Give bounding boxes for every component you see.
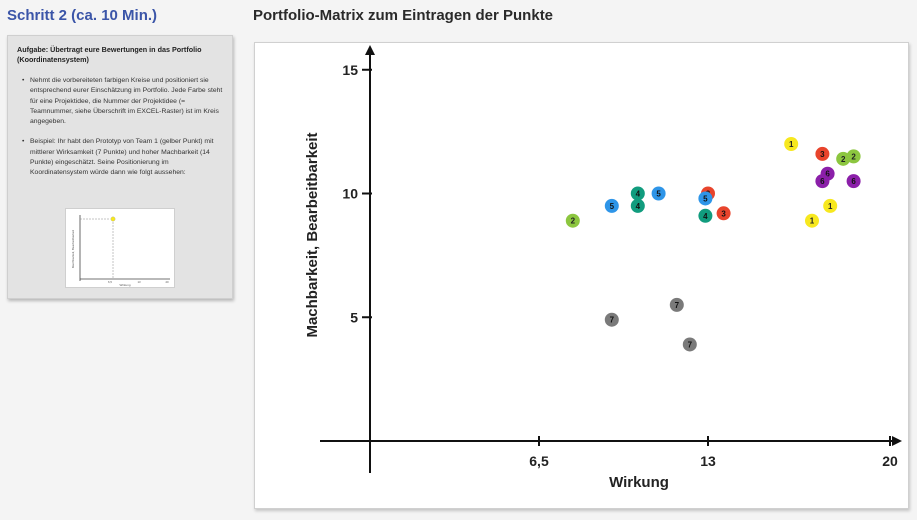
team-3-label: 3 bbox=[721, 209, 726, 218]
team-1-circle bbox=[784, 137, 799, 151]
team-6-point: 6 bbox=[815, 174, 830, 189]
team-5-point: 5 bbox=[651, 186, 666, 201]
team-2-circle bbox=[846, 149, 861, 164]
team-4-point: 4 bbox=[630, 198, 645, 213]
team-5-point: 5 bbox=[604, 198, 619, 213]
y-axis-arrow bbox=[365, 45, 375, 55]
team-4-label: 4 bbox=[636, 190, 641, 199]
page-title: Portfolio-Matrix zum Eintragen der Punkt… bbox=[253, 7, 554, 24]
team-1-label: 1 bbox=[810, 217, 815, 226]
team-7-circle bbox=[604, 312, 619, 327]
y-tick-label: 15 bbox=[342, 62, 358, 78]
team-3-point: 3 bbox=[815, 146, 830, 161]
example-chart-thumbnail: Machbarkeit, Bearbeitbarkeit Wirkung 6,5… bbox=[65, 208, 175, 288]
team-5-point: 5 bbox=[698, 191, 713, 206]
team-4-circle bbox=[630, 198, 645, 213]
team-6-circle bbox=[815, 174, 830, 189]
task-list: Nehmt die vorbereiteten farbigen Kreise … bbox=[17, 76, 227, 189]
team-4-point: 4 bbox=[698, 208, 713, 223]
team-6-label: 6 bbox=[820, 177, 825, 186]
team-5-label: 5 bbox=[703, 194, 708, 203]
team-3-point: 3 bbox=[716, 206, 731, 221]
x-axis-label: Wirkung bbox=[609, 474, 669, 491]
team-7-circle bbox=[682, 337, 697, 352]
chart-points: 111222333444555666777 bbox=[565, 137, 861, 352]
team-1-point: 1 bbox=[805, 213, 819, 228]
y-tick-label: 10 bbox=[342, 186, 358, 202]
team-6-label: 6 bbox=[825, 170, 830, 179]
team-6-circle bbox=[846, 174, 861, 189]
step-title: Schritt 2 (ca. 10 Min.) bbox=[7, 7, 158, 24]
team-1-circle bbox=[823, 198, 838, 213]
team-1-circle bbox=[805, 213, 819, 228]
team-5-circle bbox=[698, 191, 713, 206]
team-2-point: 2 bbox=[565, 213, 580, 228]
x-tick-label: 20 bbox=[882, 453, 898, 469]
y-tick-label: 5 bbox=[350, 309, 358, 325]
task-bullet-instructions: Nehmt die vorbereiteten farbigen Kreise … bbox=[17, 76, 227, 127]
y-axis-label: Machbarkeit, Bearbeitbarkeit bbox=[304, 132, 321, 337]
team-4-circle bbox=[698, 208, 713, 223]
example-point-team-1 bbox=[110, 216, 116, 222]
team-4-label: 4 bbox=[636, 202, 641, 211]
example-xtick: 13 bbox=[137, 280, 141, 284]
x-tick-label: 6,5 bbox=[529, 453, 549, 469]
team-2-label: 2 bbox=[841, 155, 846, 164]
team-4-label: 4 bbox=[703, 212, 708, 221]
team-7-point: 7 bbox=[682, 337, 697, 352]
example-xtick: 20 bbox=[165, 280, 169, 284]
chart-axes bbox=[320, 45, 902, 473]
team-7-circle bbox=[669, 297, 684, 312]
team-5-circle bbox=[604, 198, 619, 213]
team-4-point: 4 bbox=[630, 186, 645, 201]
team-5-label: 5 bbox=[656, 190, 661, 199]
team-2-circle bbox=[565, 213, 580, 228]
team-7-point: 7 bbox=[604, 312, 619, 327]
team-1-label: 1 bbox=[828, 202, 833, 211]
team-5-label: 5 bbox=[610, 202, 615, 211]
team-4-circle bbox=[630, 186, 645, 201]
team-3-circle bbox=[815, 146, 830, 161]
team-2-label: 2 bbox=[571, 217, 576, 226]
example-xtick: 6,5 bbox=[108, 280, 112, 284]
example-chart-svg: Machbarkeit, Bearbeitbarkeit Wirkung 6,5… bbox=[71, 215, 170, 287]
x-tick-label: 13 bbox=[700, 453, 716, 469]
team-7-label: 7 bbox=[610, 316, 615, 325]
task-card[interactable]: Aufgabe: Übertragt eure Bewertungen in d… bbox=[7, 35, 233, 299]
team-3-circle bbox=[716, 206, 731, 221]
task-bullet-example: Beispiel: Ihr habt den Prototyp von Team… bbox=[17, 137, 227, 178]
team-2-label: 2 bbox=[851, 152, 856, 161]
team-2-point: 2 bbox=[846, 149, 861, 164]
team-7-label: 7 bbox=[675, 301, 680, 310]
team-5-circle bbox=[651, 186, 666, 201]
task-heading: Aufgabe: Übertragt eure Bewertungen in d… bbox=[17, 45, 202, 64]
team-7-label: 7 bbox=[688, 340, 693, 349]
team-3-label: 3 bbox=[820, 150, 825, 159]
example-ylabel: Machbarkeit, Bearbeitbarkeit bbox=[71, 230, 75, 268]
team-7-point: 7 bbox=[669, 297, 684, 312]
team-1-point: 1 bbox=[823, 198, 838, 213]
team-6-point: 6 bbox=[846, 174, 861, 189]
x-axis-arrow bbox=[892, 436, 902, 446]
team-1-label: 1 bbox=[789, 140, 794, 149]
team-1-point: 1 bbox=[784, 137, 799, 151]
team-6-label: 6 bbox=[851, 177, 856, 186]
example-xlabel: Wirkung bbox=[119, 283, 130, 287]
